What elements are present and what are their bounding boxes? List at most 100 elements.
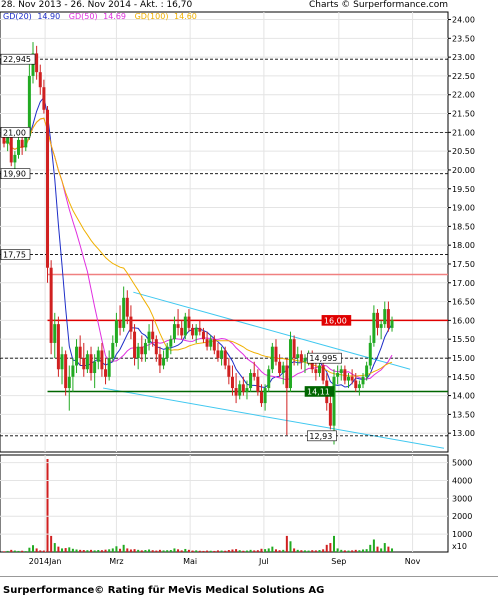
candle-body bbox=[133, 331, 137, 358]
volume-bar bbox=[133, 549, 136, 552]
volume-bar bbox=[242, 550, 245, 552]
volume-bar bbox=[347, 550, 350, 552]
candle bbox=[259, 384, 263, 407]
candle bbox=[339, 365, 343, 381]
level-label-box bbox=[0, 53, 36, 65]
candle bbox=[365, 361, 369, 381]
candle-body bbox=[252, 373, 256, 377]
candle bbox=[104, 357, 108, 385]
level-label: 14,11 bbox=[307, 387, 330, 396]
volume-bar bbox=[354, 549, 357, 552]
level-label: 22,945 bbox=[3, 55, 31, 64]
candle bbox=[278, 354, 282, 377]
candle bbox=[368, 335, 372, 370]
volume-bar bbox=[53, 543, 56, 552]
volume-bar bbox=[351, 550, 354, 552]
volume-bar bbox=[126, 548, 129, 552]
candle bbox=[82, 342, 86, 377]
volume-tick-label: x10 bbox=[452, 542, 467, 551]
candles bbox=[2, 42, 394, 445]
price-tick-label: 18.00 bbox=[452, 241, 475, 250]
volume-bar bbox=[119, 548, 122, 552]
volume-bar bbox=[372, 539, 375, 552]
volume-bar bbox=[213, 550, 216, 552]
candle-body bbox=[317, 365, 321, 374]
candle-body bbox=[64, 354, 68, 389]
candle bbox=[223, 346, 227, 370]
candle bbox=[158, 346, 162, 374]
candle bbox=[136, 342, 140, 370]
volume-bar bbox=[158, 549, 161, 552]
price-chart: 24.00 23.50 23.00 22.50 22.00 21.50 21.00 20.50… bbox=[0, 11, 475, 566]
volume-bar bbox=[303, 550, 306, 552]
volume-bar bbox=[387, 546, 390, 552]
volume-bar bbox=[195, 550, 198, 552]
candle bbox=[285, 357, 289, 436]
candle-body bbox=[321, 365, 325, 381]
candle-body bbox=[238, 384, 242, 396]
candle bbox=[267, 365, 271, 392]
volume-bar bbox=[32, 545, 35, 552]
candle-body bbox=[288, 339, 292, 389]
candle bbox=[165, 342, 169, 362]
candle-body bbox=[176, 324, 180, 328]
candle-body bbox=[241, 384, 245, 392]
volume-bar bbox=[300, 550, 303, 552]
price-tick-label: 22.50 bbox=[452, 72, 475, 81]
candle-body bbox=[296, 354, 300, 358]
candle bbox=[125, 290, 129, 325]
candle bbox=[64, 350, 68, 396]
volume-bar bbox=[293, 548, 296, 552]
candle-body bbox=[205, 339, 209, 347]
volume-bar bbox=[97, 550, 100, 552]
candle-body bbox=[223, 350, 227, 366]
level-label: 16,00 bbox=[324, 316, 347, 325]
volume-bar bbox=[148, 549, 151, 552]
candle-body bbox=[107, 357, 111, 377]
candle bbox=[317, 361, 321, 377]
candle-body bbox=[376, 312, 380, 328]
volume-bar bbox=[391, 548, 394, 552]
volume-bar bbox=[358, 550, 361, 552]
volume-bar bbox=[191, 550, 194, 552]
ma-gd50-line bbox=[3, 117, 393, 381]
candle-body bbox=[180, 327, 184, 336]
level-labels: 22,945 21,00 19,90 17,75 16,00 14,995 14,11 12,… bbox=[0, 53, 352, 442]
candle bbox=[372, 305, 376, 347]
candle bbox=[151, 320, 155, 347]
volume-bar bbox=[369, 544, 372, 552]
volume-bar bbox=[216, 550, 219, 552]
candle-body bbox=[172, 324, 176, 340]
candle bbox=[209, 335, 213, 351]
candle bbox=[314, 361, 318, 381]
candle-body bbox=[56, 324, 60, 370]
candle-body bbox=[140, 346, 144, 355]
candle-body bbox=[212, 339, 216, 351]
candle-body bbox=[365, 365, 369, 377]
volume-bars bbox=[3, 459, 394, 552]
volume-bar bbox=[311, 550, 314, 552]
time-tick-label: Mrz bbox=[109, 557, 123, 566]
volume-bar bbox=[318, 550, 321, 552]
volume-bar bbox=[6, 550, 9, 552]
candle-body bbox=[147, 331, 151, 343]
candle-body bbox=[220, 350, 224, 358]
volume-bar bbox=[260, 548, 263, 552]
candle-body bbox=[111, 342, 115, 358]
candle-body bbox=[379, 324, 383, 328]
candle bbox=[9, 132, 13, 167]
volume-bar bbox=[162, 550, 165, 552]
volume-bar bbox=[322, 549, 325, 552]
candle-body bbox=[136, 346, 140, 358]
volume-bar bbox=[256, 550, 259, 552]
volume-bar bbox=[245, 550, 248, 552]
candle-body bbox=[2, 132, 6, 144]
candle bbox=[357, 380, 361, 396]
time-axis: 2014Jan Mrz Mai Jul Sep Nov bbox=[29, 557, 421, 566]
price-tick-label: 14.50 bbox=[452, 373, 475, 382]
volume-axis: 5000 4000 3000 2000 1000 x10 bbox=[0, 459, 472, 551]
volume-bar bbox=[122, 544, 125, 552]
chart-header: 28. Nov 2013 - 26. Nov 2014 - Akt. : 16,… bbox=[0, 0, 448, 12]
volume-bar bbox=[111, 548, 114, 552]
volume-bar bbox=[333, 535, 335, 552]
